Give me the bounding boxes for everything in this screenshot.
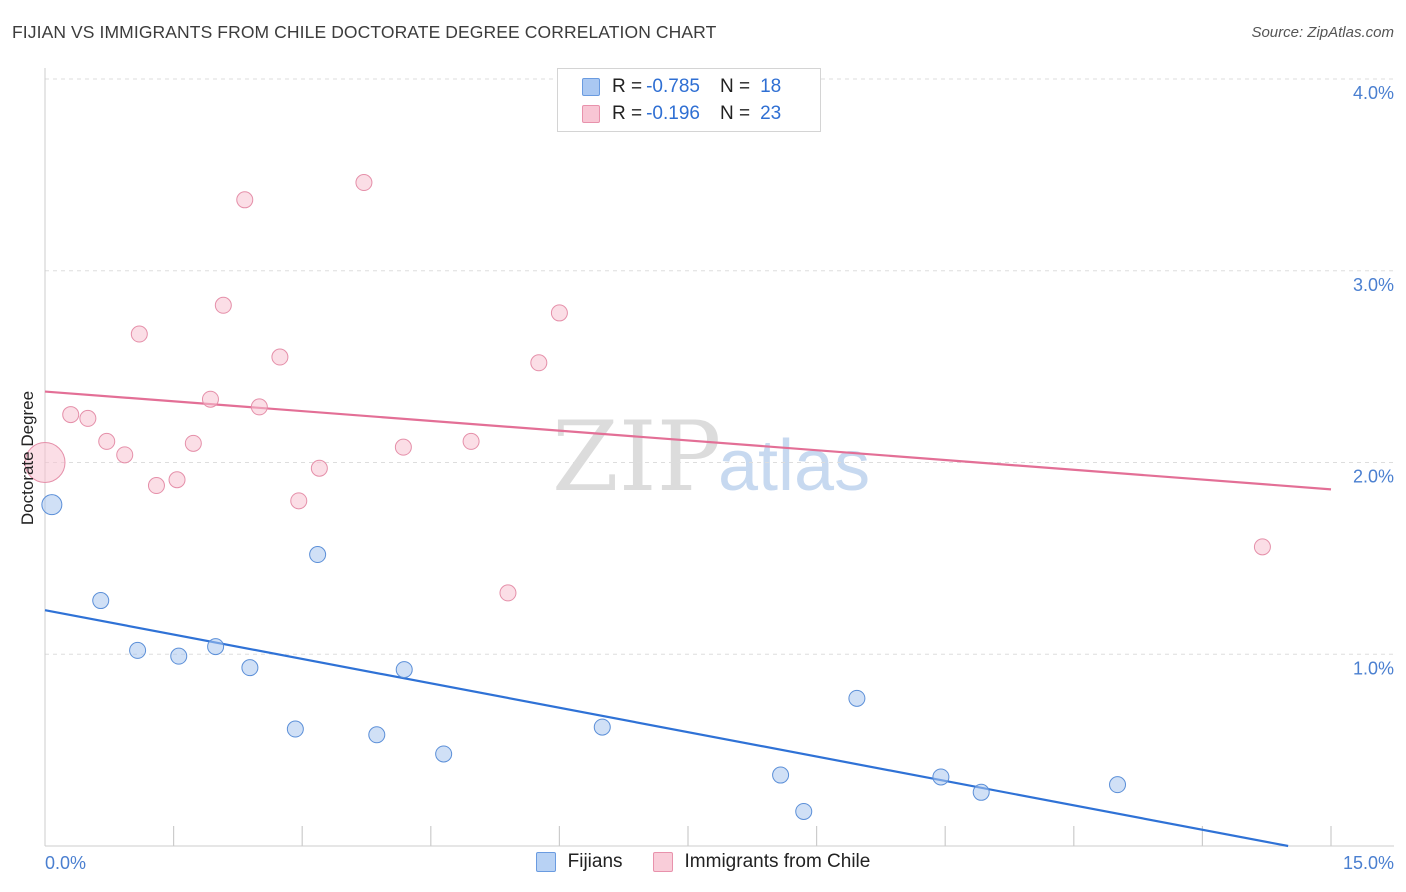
data-point	[208, 639, 224, 655]
data-point	[237, 192, 253, 208]
series-label-fijians: Fijians	[568, 851, 623, 873]
gridlines	[45, 79, 1394, 654]
data-point	[849, 690, 865, 706]
watermark-zip: ZIP	[552, 401, 721, 513]
correlation-legend: R = -0.785 N = 18 R = -0.196 N = 23	[557, 68, 821, 132]
legend-swatch-fijians	[582, 78, 600, 96]
legend-r-value: -0.196	[646, 103, 700, 125]
data-point	[42, 495, 62, 515]
data-point	[185, 435, 201, 451]
data-point	[117, 447, 133, 463]
y-tick-labels: 1.0% 2.0% 3.0% 4.0%	[1353, 83, 1394, 678]
series-label-chile: Immigrants from Chile	[685, 851, 871, 873]
data-point	[99, 433, 115, 449]
data-point	[973, 784, 989, 800]
data-point	[796, 803, 812, 819]
data-point	[251, 399, 267, 415]
legend-row-chile: R = -0.196 N = 23	[582, 101, 781, 127]
data-point	[594, 719, 610, 735]
data-point	[500, 585, 516, 601]
legend-r-label: R =	[612, 76, 642, 98]
legend-r-label: R =	[612, 103, 642, 125]
watermark: ZIP atlas	[552, 401, 870, 513]
data-point	[169, 472, 185, 488]
data-point	[171, 648, 187, 664]
series-legend: Fijians Immigrants from Chile	[0, 851, 1406, 873]
data-point	[356, 175, 372, 191]
series-legend-fijians[interactable]: Fijians	[536, 851, 623, 873]
watermark-atlas: atlas	[718, 426, 870, 506]
y-axis-title: Doctorate Degree	[18, 391, 37, 525]
scatter-chart: ZIP atlas 1.0%2.0%3.0%4.0% 0.0% 15.0% Doc…	[0, 0, 1406, 892]
data-point	[396, 662, 412, 678]
series-legend-chile[interactable]: Immigrants from Chile	[653, 851, 871, 873]
data-point	[436, 746, 452, 762]
data-point	[93, 593, 109, 609]
legend-n-label: N =	[720, 103, 750, 125]
legend-row-fijians: R = -0.785 N = 18	[582, 74, 781, 100]
data-point	[148, 478, 164, 494]
data-point	[63, 407, 79, 423]
data-point	[395, 439, 411, 455]
legend-r-value: -0.785	[646, 76, 700, 98]
data-point	[1110, 777, 1126, 793]
legend-n-value: 23	[760, 103, 781, 125]
y-tick-label: 2.0%	[1353, 467, 1394, 487]
data-point	[311, 460, 327, 476]
data-point	[291, 493, 307, 509]
data-point	[1254, 539, 1270, 555]
series-swatch-fijians	[536, 852, 556, 872]
data-point	[287, 721, 303, 737]
legend-n-value: 18	[760, 76, 781, 98]
data-point	[773, 767, 789, 783]
legend-swatch-chile	[582, 105, 600, 123]
data-point	[551, 305, 567, 321]
data-point	[369, 727, 385, 743]
data-point	[531, 355, 547, 371]
y-tick-label: 1.0%	[1353, 658, 1394, 678]
data-point	[310, 547, 326, 563]
data-point	[272, 349, 288, 365]
data-point	[242, 660, 258, 676]
y-tick-label: 4.0%	[1353, 83, 1394, 103]
trend-line	[45, 610, 1288, 846]
series-swatch-chile	[653, 852, 673, 872]
data-point	[215, 297, 231, 313]
data-point	[933, 769, 949, 785]
data-point	[463, 433, 479, 449]
data-point	[131, 326, 147, 342]
data-point	[202, 391, 218, 407]
y-tick-label: 3.0%	[1353, 275, 1394, 295]
data-point	[80, 410, 96, 426]
data-point	[130, 642, 146, 658]
legend-n-label: N =	[720, 76, 750, 98]
